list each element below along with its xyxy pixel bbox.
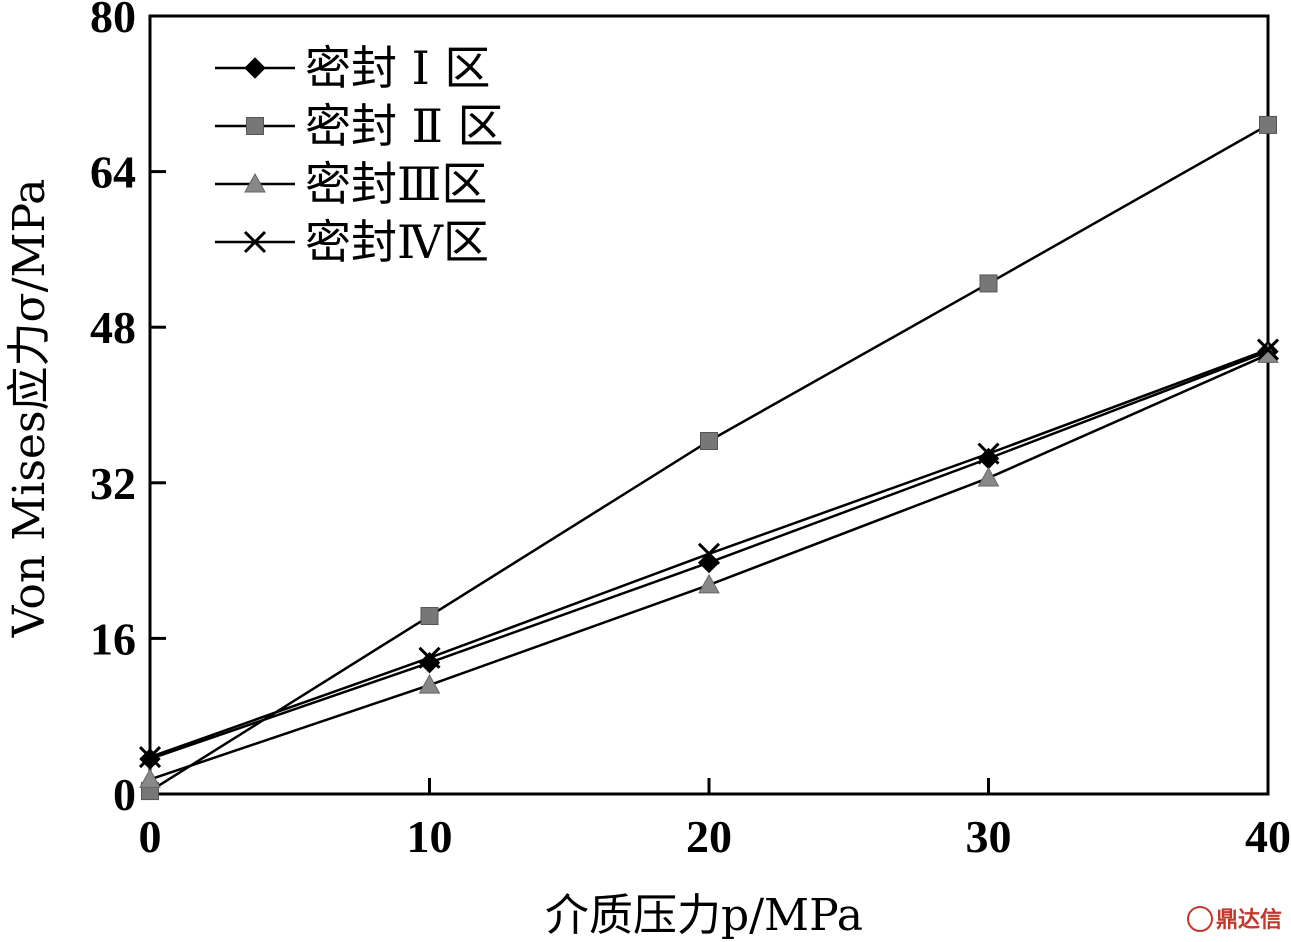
series-3 [139, 343, 1279, 788]
legend-entry-1: 密封 Ⅰ 区 [215, 41, 490, 95]
legend-label: 密封Ⅳ区 [305, 215, 489, 269]
y-tick-label: 64 [90, 147, 136, 198]
y-tick-label: 16 [90, 613, 136, 664]
y-tick-label: 80 [90, 0, 136, 42]
legend-entry-2: 密封 Ⅱ 区 [215, 99, 504, 153]
legend-marker [243, 230, 267, 254]
series-2-point [1259, 115, 1277, 134]
x-tick-label: 10 [407, 811, 453, 862]
legend-marker [244, 57, 266, 79]
legend-label: 密封Ⅲ区 [305, 157, 487, 211]
axes: 0 16 32 48 64 80 0 10 20 30 40 [90, 0, 1291, 862]
x-marker-stroke [138, 745, 162, 769]
legend-entry-4: 密封Ⅳ区 [215, 215, 489, 269]
y-tick-label: 0 [113, 769, 136, 820]
series-2-point [420, 607, 439, 626]
series-layer [138, 115, 1280, 801]
x-tick-label: 0 [139, 811, 162, 862]
watermark-logo-icon [1187, 906, 1213, 932]
series-3-point [418, 674, 441, 694]
x-marker-stroke [977, 442, 1000, 465]
y-tick-label: 32 [90, 458, 136, 509]
legend-label: 密封 Ⅰ 区 [305, 41, 490, 95]
series-2-point [979, 274, 998, 293]
y-axis-title: Von Mises应力σ/MPa [4, 179, 55, 639]
x-marker-stroke [1256, 338, 1280, 361]
legend-label: 密封 Ⅱ 区 [305, 99, 504, 153]
series-4-point [418, 646, 441, 669]
x-tick-label: 20 [686, 811, 732, 862]
x-axis-title: 介质压力p/MPa [545, 890, 863, 941]
series-4-point [138, 745, 162, 769]
series-4-point [977, 442, 1000, 465]
series-2 [141, 115, 1277, 801]
series-4 [138, 338, 1280, 769]
series-3-point [139, 768, 161, 788]
y-tick-label: 48 [90, 302, 136, 353]
legend-marker [244, 172, 266, 193]
series-2-point [700, 431, 718, 450]
series-3-point [698, 573, 720, 594]
series-4-point [1256, 338, 1280, 361]
series-3-point [977, 466, 1000, 487]
x-marker-stroke [243, 230, 267, 254]
x-tick-label: 40 [1245, 811, 1291, 862]
watermark: 鼎达信 [1187, 906, 1282, 933]
legend-marker [246, 117, 264, 135]
x-marker-stroke [418, 646, 441, 669]
series-4-point [697, 542, 721, 565]
watermark-text: 鼎达信 [1216, 907, 1282, 933]
x-tick-label: 30 [966, 811, 1012, 862]
x-marker-stroke [697, 542, 721, 565]
legend-entry-3: 密封Ⅲ区 [215, 157, 487, 211]
